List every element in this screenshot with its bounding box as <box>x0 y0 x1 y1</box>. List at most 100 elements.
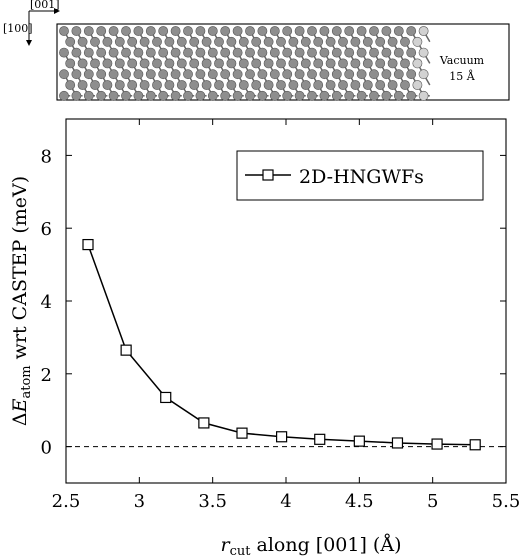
atom <box>356 90 367 101</box>
atom <box>102 58 113 69</box>
atom <box>220 26 231 36</box>
atom <box>83 69 94 80</box>
atom <box>139 80 150 90</box>
atom <box>344 90 355 101</box>
atom <box>195 26 206 36</box>
atom <box>375 80 386 90</box>
atom <box>220 90 231 101</box>
atom <box>319 26 330 36</box>
atom <box>220 47 231 58</box>
atom <box>59 47 69 58</box>
atom <box>276 80 286 90</box>
atom <box>245 47 255 58</box>
atom <box>90 80 100 90</box>
atom <box>418 26 429 36</box>
atom <box>158 69 169 80</box>
atom <box>406 26 417 36</box>
atom <box>387 36 398 47</box>
atom <box>263 58 274 69</box>
atom <box>325 36 336 47</box>
atom <box>344 69 355 80</box>
atom <box>294 47 305 58</box>
atom <box>65 36 76 47</box>
atom <box>214 80 224 90</box>
atom <box>207 69 218 80</box>
atom <box>350 80 361 90</box>
x-tick-label: 2.5 <box>52 491 81 512</box>
atom <box>201 36 212 47</box>
direction-label-100: [100] <box>3 22 33 35</box>
atom <box>90 58 100 69</box>
data-point <box>431 438 443 450</box>
atom <box>127 80 138 90</box>
atom <box>251 58 262 69</box>
atom <box>381 69 392 80</box>
atom <box>412 80 423 90</box>
atom <box>400 36 410 47</box>
atom <box>251 80 262 90</box>
x-axis-label-var: r <box>221 534 232 556</box>
atom <box>406 69 417 80</box>
atom <box>164 58 175 69</box>
data-point <box>469 439 481 451</box>
atom <box>133 69 144 80</box>
atom <box>133 90 144 101</box>
atom <box>257 26 268 36</box>
direction-arrows <box>26 8 60 46</box>
y-axis-label-delta: Δ <box>9 412 31 426</box>
atom <box>400 58 410 69</box>
atom <box>381 47 392 58</box>
atom <box>288 80 299 90</box>
direction-label-001: [001] <box>30 0 60 11</box>
atom <box>158 26 169 36</box>
atom <box>251 36 262 47</box>
atom <box>375 58 386 69</box>
y-tick-label: 8 <box>41 146 52 167</box>
atom <box>71 69 82 80</box>
atom <box>183 69 193 80</box>
atom <box>381 90 392 101</box>
y-tick-label: 2 <box>41 365 52 386</box>
atom <box>121 26 131 36</box>
x-axis-label-rest: along [001] (Å) <box>250 534 401 556</box>
atom <box>362 80 373 90</box>
atom <box>350 58 361 69</box>
atom <box>338 58 348 69</box>
atom <box>356 47 367 58</box>
atom <box>307 69 317 80</box>
atom <box>139 36 150 47</box>
atom <box>238 80 249 90</box>
atom <box>276 36 286 47</box>
atom <box>158 47 169 58</box>
atom <box>183 47 193 58</box>
structure-inset: [001] [100] Vacuum 15 Å <box>3 0 510 101</box>
atom <box>195 69 206 80</box>
atom <box>369 90 379 101</box>
atom <box>356 26 367 36</box>
atom <box>65 58 76 69</box>
atom <box>307 26 317 36</box>
atom <box>96 69 107 80</box>
atom <box>164 36 175 47</box>
atom <box>226 80 237 90</box>
atom <box>145 90 156 101</box>
y-tick-label: 0 <box>41 438 52 459</box>
atom <box>276 58 286 69</box>
atom <box>77 36 88 47</box>
atom <box>238 36 249 47</box>
atom <box>294 90 305 101</box>
atom <box>263 80 274 90</box>
atom <box>220 69 231 80</box>
atom <box>400 80 410 90</box>
atom <box>338 36 348 47</box>
atom <box>170 26 181 36</box>
atom <box>393 90 404 101</box>
atom <box>381 26 392 36</box>
atom <box>71 26 82 36</box>
atom <box>176 58 187 69</box>
atom <box>96 90 107 101</box>
atom <box>393 26 404 36</box>
atom <box>214 58 224 69</box>
atom <box>145 26 156 36</box>
